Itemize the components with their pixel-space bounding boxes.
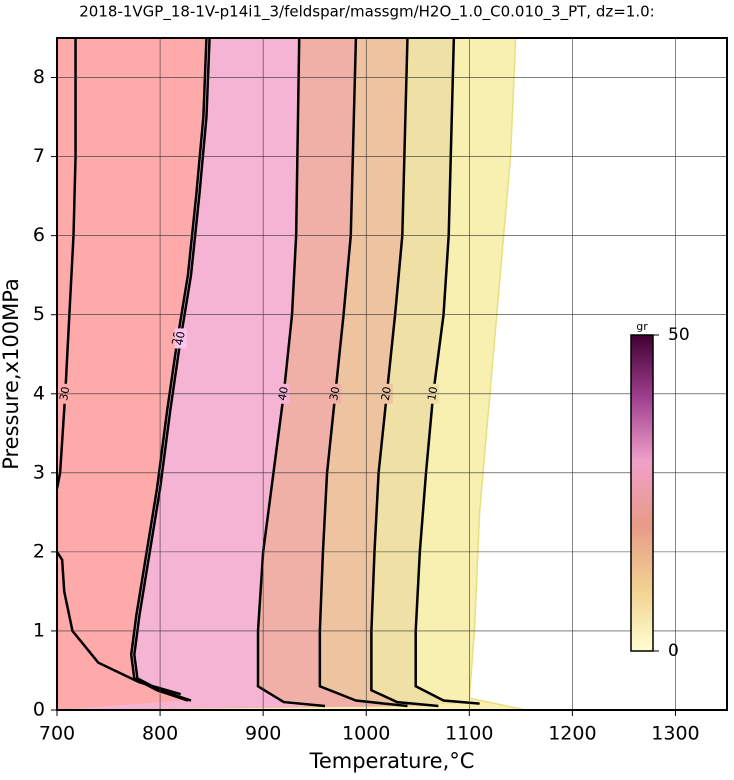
y-axis-label: Pressure,x100MPa: [0, 278, 23, 470]
y-tick-label: 2: [33, 540, 45, 562]
y-tick-label: 1: [33, 619, 45, 641]
colorbar-tick-label: 0: [668, 641, 679, 661]
contour-fill: [57, 38, 207, 710]
contour-fill: [57, 38, 181, 710]
contour-line: [256, 37, 326, 708]
y-tick-label: 8: [33, 66, 45, 88]
axes: 700 800 900 1000 1100 1200 1300 0 1 2 3 4 5 6 7 8: [33, 37, 728, 745]
x-tick-label: 800: [142, 723, 178, 745]
colorbar: [630, 334, 654, 652]
contour-line: [318, 37, 408, 708]
contour-line: [129, 37, 208, 702]
y-tick-label: 0: [33, 699, 45, 721]
fills: [57, 38, 727, 710]
x-tick-label: 1000: [342, 723, 390, 745]
colorbar-tick-label: 50: [668, 325, 690, 345]
y-tick-label: 4: [33, 382, 45, 404]
contour-lines: 30304040302010: [55, 37, 527, 711]
boundary-line: [468, 37, 527, 711]
contour-line: [370, 37, 439, 708]
y-tick-label: 5: [33, 303, 45, 325]
colorbar-label: gr: [636, 320, 648, 333]
plot-frame: [56, 37, 728, 711]
contour-label: 40: [173, 330, 188, 346]
x-tick-label: 1100: [445, 723, 493, 745]
contour-line: [414, 37, 480, 705]
x-tick-label: 1200: [548, 723, 596, 745]
y-tick-label: 7: [33, 145, 45, 167]
chart-title: 2018-1VGP_18-1V-p14i1_3/feldspar/massgm/…: [79, 3, 654, 22]
x-tick-label: 1300: [651, 723, 699, 745]
x-tick-label: 900: [245, 723, 281, 745]
y-tick-label: 6: [33, 224, 45, 246]
contour-label-bg: [174, 328, 187, 349]
x-tick-label: 700: [39, 723, 75, 745]
x-axis-label: Temperature,°C: [309, 749, 475, 773]
y-tick-label: 3: [33, 461, 45, 483]
